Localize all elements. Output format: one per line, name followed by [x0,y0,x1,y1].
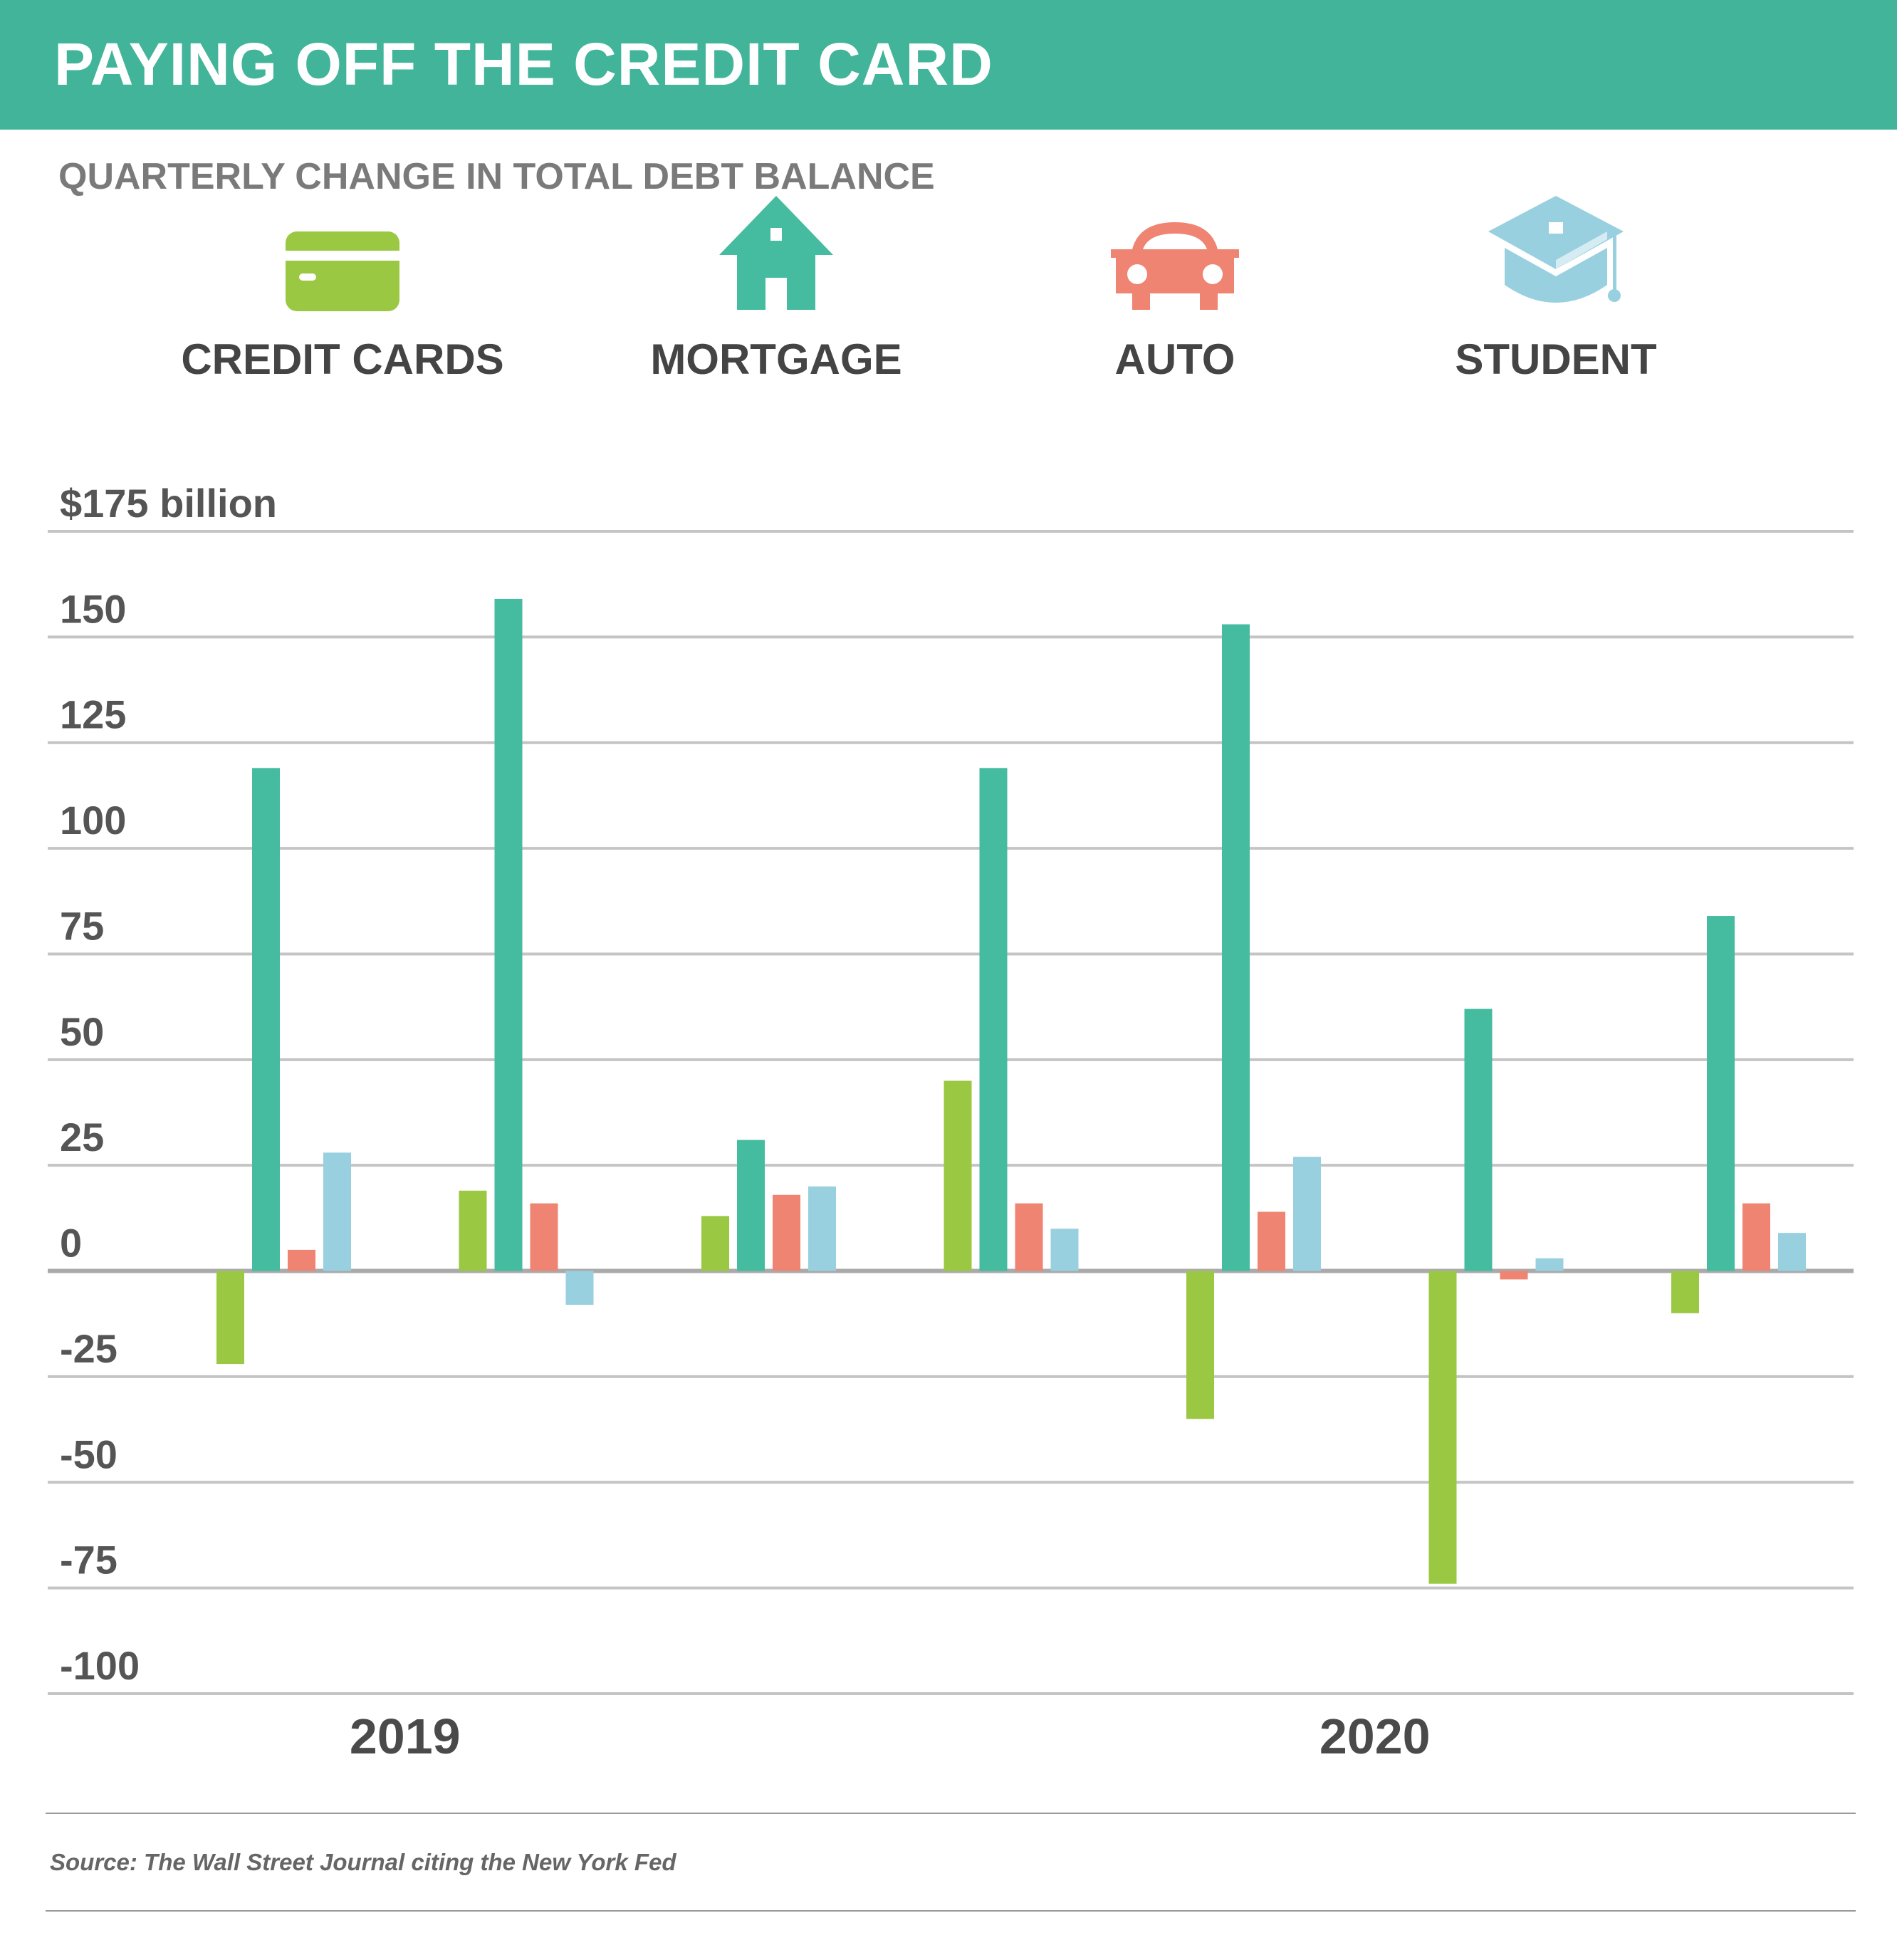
divider [46,1910,1856,1912]
legend-credit-cards: CREDIT CARDS [129,228,556,384]
x-year-label: 2019 [350,1709,461,1764]
bar-student [323,1152,351,1271]
legend-auto: AUTO [961,222,1389,384]
bar-credit-cards [1186,1271,1214,1419]
bar-auto [288,1249,315,1271]
bar-auto [530,1203,558,1271]
bar-credit-cards [216,1271,244,1365]
legend-label: CREDIT CARDS [181,335,504,383]
y-tick-label: 75 [60,903,104,948]
graduation-cap-icon [1488,196,1624,303]
bar-auto [773,1194,800,1271]
divider [46,1813,1856,1814]
y-tick-label: 100 [60,798,126,843]
bar-auto [1500,1271,1528,1280]
bar-auto [1015,1203,1043,1271]
chart-subtitle: QUARTERLY CHANGE IN TOTAL DEBT BALANCE [58,156,935,197]
y-tick-label: 150 [60,586,126,631]
bar-mortgage [494,598,523,1271]
y-tick-label: $175 billion [60,481,277,526]
bar-credit-cards [701,1216,729,1271]
y-tick-label: -75 [60,1538,117,1583]
y-tick-label: 50 [60,1009,104,1054]
legend-label: AUTO [1114,335,1235,383]
car-icon [1111,222,1239,310]
bar-credit-cards [1671,1271,1699,1313]
bar-auto [1258,1211,1285,1271]
bar-auto [1742,1203,1770,1271]
x-year-label: 2020 [1319,1709,1431,1764]
y-tick-label: -100 [60,1643,140,1688]
bar-student [808,1186,836,1271]
header-banner: PAYING OFF THE CREDIT CARD [0,0,1897,130]
bar-mortgage [1464,1008,1493,1271]
legend-label: MORTGAGE [650,335,902,383]
y-tick-label: 125 [60,692,126,737]
bar-mortgage [737,1140,765,1271]
page-title: PAYING OFF THE CREDIT CARD [54,31,993,98]
bar-mortgage [1707,916,1735,1271]
bar-student [565,1271,594,1305]
bar-student [1293,1157,1321,1271]
y-tick-label: -50 [60,1432,117,1476]
bar-mortgage [979,768,1008,1271]
y-tick-label: 25 [60,1115,104,1159]
legend-student: STUDENT [1342,196,1770,384]
source-note: Source: The Wall Street Journal citing t… [50,1849,676,1875]
house-icon [719,196,833,310]
bar-credit-cards [944,1080,972,1271]
credit-card-icon [286,231,399,311]
bar-credit-cards [1428,1271,1457,1584]
legend-label: STUDENT [1455,335,1657,383]
bar-credit-cards [459,1190,487,1271]
y-tick-label: 0 [60,1221,82,1266]
bar-student [1778,1233,1806,1271]
bar-student [1535,1258,1564,1271]
legend-mortgage: MORTGAGE [563,196,990,384]
bar-mortgage [252,768,280,1271]
bar-mortgage [1222,624,1250,1271]
y-tick-label: -25 [60,1326,117,1371]
bar-student [1050,1229,1079,1271]
